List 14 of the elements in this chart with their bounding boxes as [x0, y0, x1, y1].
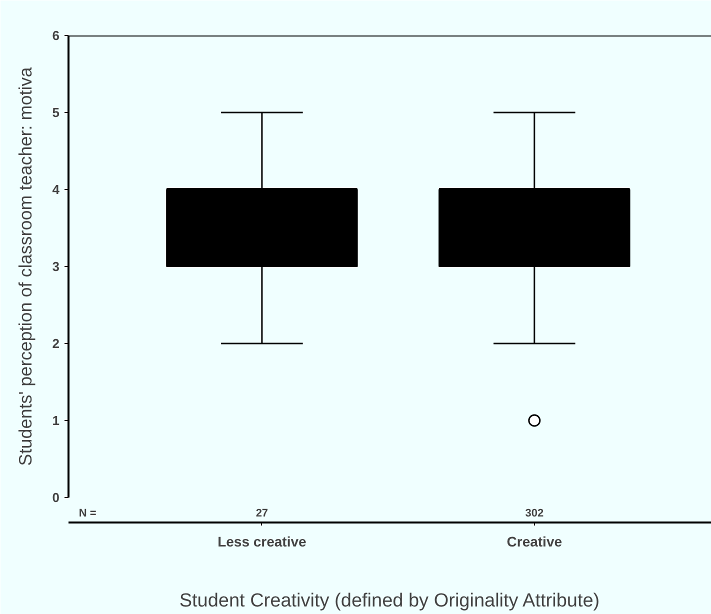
y-tick-label: 1 — [52, 413, 60, 428]
y-axis-title: Students' perception of classroom teacher: motiva — [15, 66, 36, 466]
y-tick-label: 2 — [52, 336, 60, 351]
y-tick-label: 4 — [52, 182, 60, 197]
text: 27 — [256, 508, 268, 520]
y-tick-label: 6 — [52, 28, 60, 43]
y-tick-label: 0 — [52, 490, 60, 505]
x-tick-label: Less creative — [218, 534, 307, 550]
y-tick-label: 5 — [52, 105, 60, 120]
x-axis-title: Student Creativity (defined by Originality Attribute) — [179, 590, 600, 612]
text: 302 — [525, 508, 544, 520]
y-tick-label: 3 — [52, 259, 60, 274]
text: N = — [78, 508, 96, 520]
x-tick-label: Creative — [506, 534, 562, 550]
